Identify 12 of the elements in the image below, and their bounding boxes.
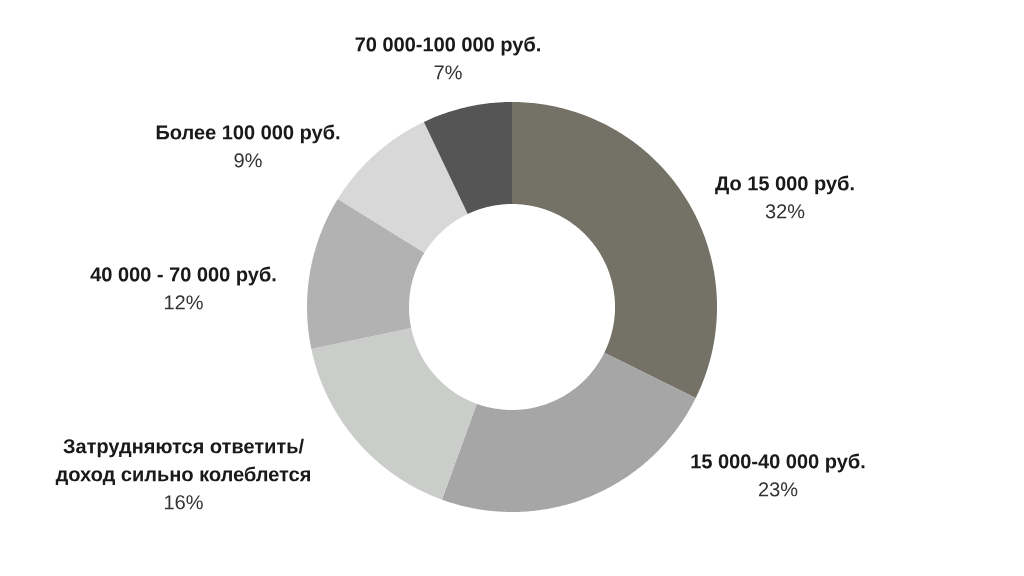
slice-label: До 15 000 руб. (715, 175, 854, 195)
data-label: 12% (165, 295, 203, 310)
data-label: 9% (234, 153, 262, 168)
data-label: 23% (759, 482, 798, 497)
data-label: 7% (434, 65, 462, 80)
data-label: 16% (165, 495, 203, 510)
slice-label: 70 000-100 000 руб. (355, 36, 540, 56)
slice-label: 40 000 - 70 000 руб. (90, 266, 276, 286)
slice-label: 15 000-40 000 руб. (691, 453, 865, 473)
data-label: 32% (765, 204, 805, 219)
slice-label: Затрудняются ответить/ доход сильно колеблется (55, 438, 310, 486)
slice-label: Более 100 000 руб. (156, 124, 340, 144)
